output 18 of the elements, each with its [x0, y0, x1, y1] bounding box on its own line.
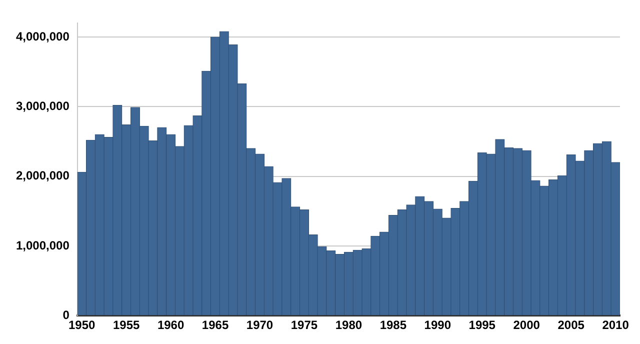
- y-tick-label: 4,000,000: [16, 29, 70, 44]
- x-tick-label: 1990: [424, 318, 452, 332]
- x-tick-label: 1975: [290, 318, 318, 332]
- x-tick-label: 1955: [112, 318, 140, 332]
- x-tick-label: 1965: [202, 318, 229, 332]
- x-tick-label: 1985: [380, 318, 407, 332]
- x-tick-label: 1970: [246, 318, 274, 332]
- y-tick-label: 3,000,000: [16, 99, 70, 114]
- x-tick-label: 2000: [513, 318, 540, 332]
- y-tick-label: 2,000,000: [16, 168, 70, 183]
- y-tick-label: 0: [62, 308, 70, 322]
- x-tick-label: 2010: [602, 318, 630, 332]
- x-tick-label: 1950: [68, 318, 96, 332]
- x-tick-label: 2005: [558, 318, 585, 332]
- x-tick-label: 1960: [157, 318, 184, 332]
- x-tick-label: 1980: [335, 318, 362, 332]
- x-tick-label: 1995: [468, 318, 496, 332]
- y-tick-label: 1,000,000: [16, 238, 70, 252]
